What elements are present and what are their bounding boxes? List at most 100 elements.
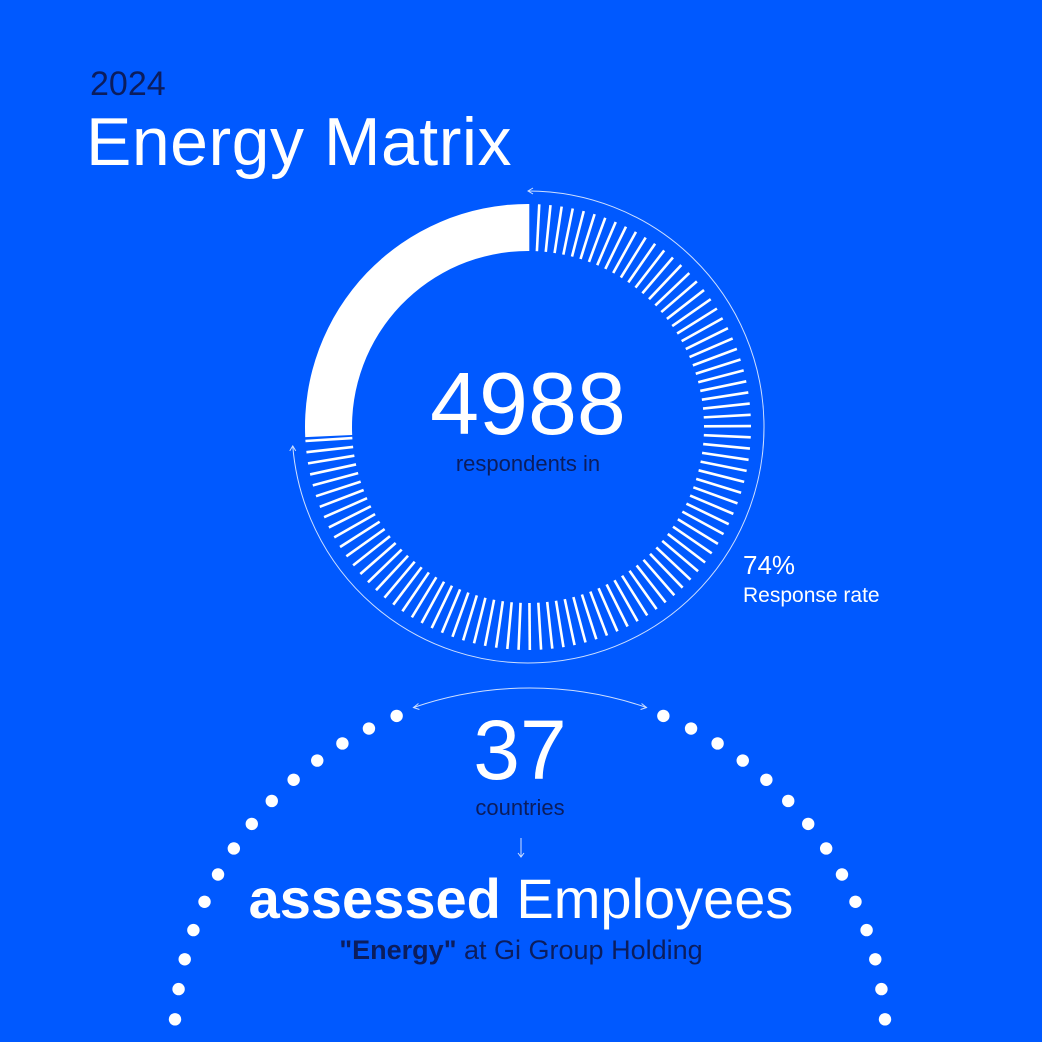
donut-tick — [306, 445, 354, 454]
donut-tick — [367, 548, 403, 584]
country-dot — [362, 722, 376, 735]
donut-tick — [701, 391, 749, 401]
arc-arrow-icon — [413, 687, 647, 708]
donut-tick — [319, 488, 365, 509]
donut-tick — [544, 205, 552, 253]
country-dot — [211, 868, 225, 881]
country-dot — [336, 737, 349, 750]
country-dot — [835, 868, 849, 881]
donut-tick — [692, 347, 738, 367]
donut-tick — [660, 280, 698, 314]
country-dot — [878, 1013, 892, 1026]
country-dot — [168, 1013, 182, 1026]
donut-tick — [472, 597, 487, 644]
donut-tick — [562, 208, 575, 255]
donut-tick — [681, 510, 725, 536]
donut-tick — [345, 528, 386, 558]
country-dot — [849, 895, 862, 908]
donut-remainder-arc — [304, 204, 528, 438]
donut-tick — [359, 542, 397, 575]
country-dot — [657, 709, 670, 723]
country-dot — [802, 817, 815, 831]
donut-tick — [666, 289, 705, 320]
donut-tick — [628, 570, 658, 610]
arrowhead-icon — [527, 187, 534, 195]
donut-tick — [410, 576, 438, 619]
subtitle: "Energy" at Gi Group Holding — [0, 934, 1042, 966]
donut-tick — [702, 402, 750, 410]
donut-tick — [506, 602, 513, 650]
countries-count: 37 — [473, 703, 567, 797]
country-dot — [390, 709, 403, 723]
countries-dot-arc — [168, 687, 892, 1026]
arrowhead-icon — [289, 444, 297, 452]
country-dot — [875, 982, 888, 996]
donut-tick — [700, 380, 747, 393]
donut-tick — [375, 554, 409, 592]
donut-tick — [307, 454, 355, 465]
donut-tick — [537, 602, 543, 650]
donut-tick — [604, 226, 628, 270]
donut-tick — [589, 591, 609, 637]
country-dot — [782, 794, 795, 808]
country-dot — [245, 817, 258, 831]
donut-tick — [597, 587, 619, 632]
respondents-count: 4988 — [430, 354, 626, 453]
country-dot — [311, 754, 324, 767]
donut-tick — [312, 471, 359, 487]
donut-tick — [494, 601, 505, 648]
donut-tick — [697, 369, 745, 384]
donut-tick — [461, 595, 479, 641]
donut-tick — [621, 575, 649, 617]
donut-tick — [596, 221, 617, 266]
donut-tick — [605, 583, 629, 628]
donut-tick — [695, 358, 741, 375]
donut-tick — [635, 564, 667, 604]
donut-tick — [572, 596, 587, 643]
subtitle-rest: at Gi Group Holding — [456, 935, 703, 965]
year: 2024 — [90, 65, 166, 103]
donut-tick — [579, 213, 596, 260]
arrowhead-icon — [412, 703, 420, 710]
donut-tick — [685, 327, 729, 351]
country-dot — [684, 722, 698, 735]
country-dot — [736, 754, 749, 767]
donut-tick — [383, 560, 416, 599]
respondents-label: respondents in — [455, 451, 601, 476]
response-rate-value: 74% — [743, 550, 796, 580]
donut-tick — [703, 413, 751, 419]
donut-tick — [570, 210, 586, 257]
donut-tick — [392, 566, 423, 606]
donut-tick — [689, 494, 734, 516]
donut-tick — [430, 585, 454, 629]
donut-tick — [648, 264, 683, 301]
donut-tick — [401, 571, 430, 612]
donut-tick — [695, 477, 742, 494]
country-dot — [198, 895, 211, 908]
subtitle-quoted: "Energy" — [339, 935, 457, 965]
donut-tick — [309, 463, 357, 476]
donut-tick — [701, 451, 749, 462]
donut-tick — [671, 298, 712, 328]
country-dot — [287, 773, 300, 786]
donut-tick — [587, 217, 607, 263]
donut-tick — [328, 505, 372, 529]
donut-tick — [440, 588, 462, 634]
donut-tick — [672, 525, 713, 555]
donut-tick — [667, 532, 706, 564]
donut-tick — [703, 433, 751, 439]
donut-tick — [634, 249, 666, 289]
country-dot — [187, 923, 200, 937]
employees-bold: assessed — [248, 867, 501, 930]
donut-tick — [681, 317, 724, 343]
donut-tick — [553, 206, 563, 254]
donut-tick — [580, 594, 598, 640]
donut-tick — [692, 486, 738, 505]
employees-light: Employees — [516, 867, 794, 930]
donut-tick — [661, 539, 699, 573]
donut-tick — [619, 236, 647, 279]
employees-heading: assessed Employees — [0, 868, 1042, 930]
donut-tick — [517, 602, 522, 650]
donut-tick — [700, 460, 747, 473]
